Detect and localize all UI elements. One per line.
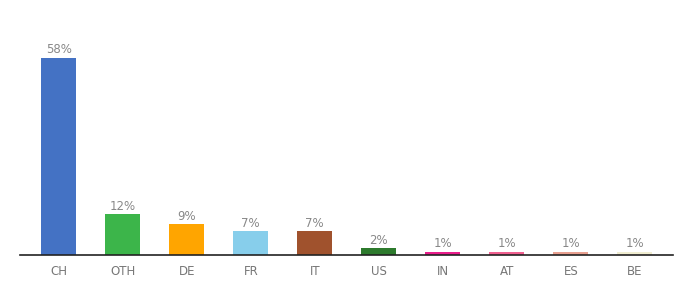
Text: 9%: 9% xyxy=(177,210,196,223)
Bar xyxy=(41,58,76,255)
Text: 12%: 12% xyxy=(109,200,136,212)
Text: 7%: 7% xyxy=(305,217,324,230)
Text: 58%: 58% xyxy=(46,43,71,56)
Bar xyxy=(361,248,396,255)
Text: 1%: 1% xyxy=(626,237,644,250)
Text: 1%: 1% xyxy=(562,237,580,250)
Bar xyxy=(554,252,588,255)
Text: 2%: 2% xyxy=(369,233,388,247)
Bar xyxy=(169,224,205,255)
Text: 1%: 1% xyxy=(498,237,516,250)
Bar xyxy=(425,252,460,255)
Bar xyxy=(617,252,652,255)
Bar xyxy=(105,214,140,255)
Bar xyxy=(233,231,269,255)
Text: 1%: 1% xyxy=(433,237,452,250)
Text: 7%: 7% xyxy=(241,217,260,230)
Bar xyxy=(489,252,524,255)
Bar xyxy=(297,231,333,255)
